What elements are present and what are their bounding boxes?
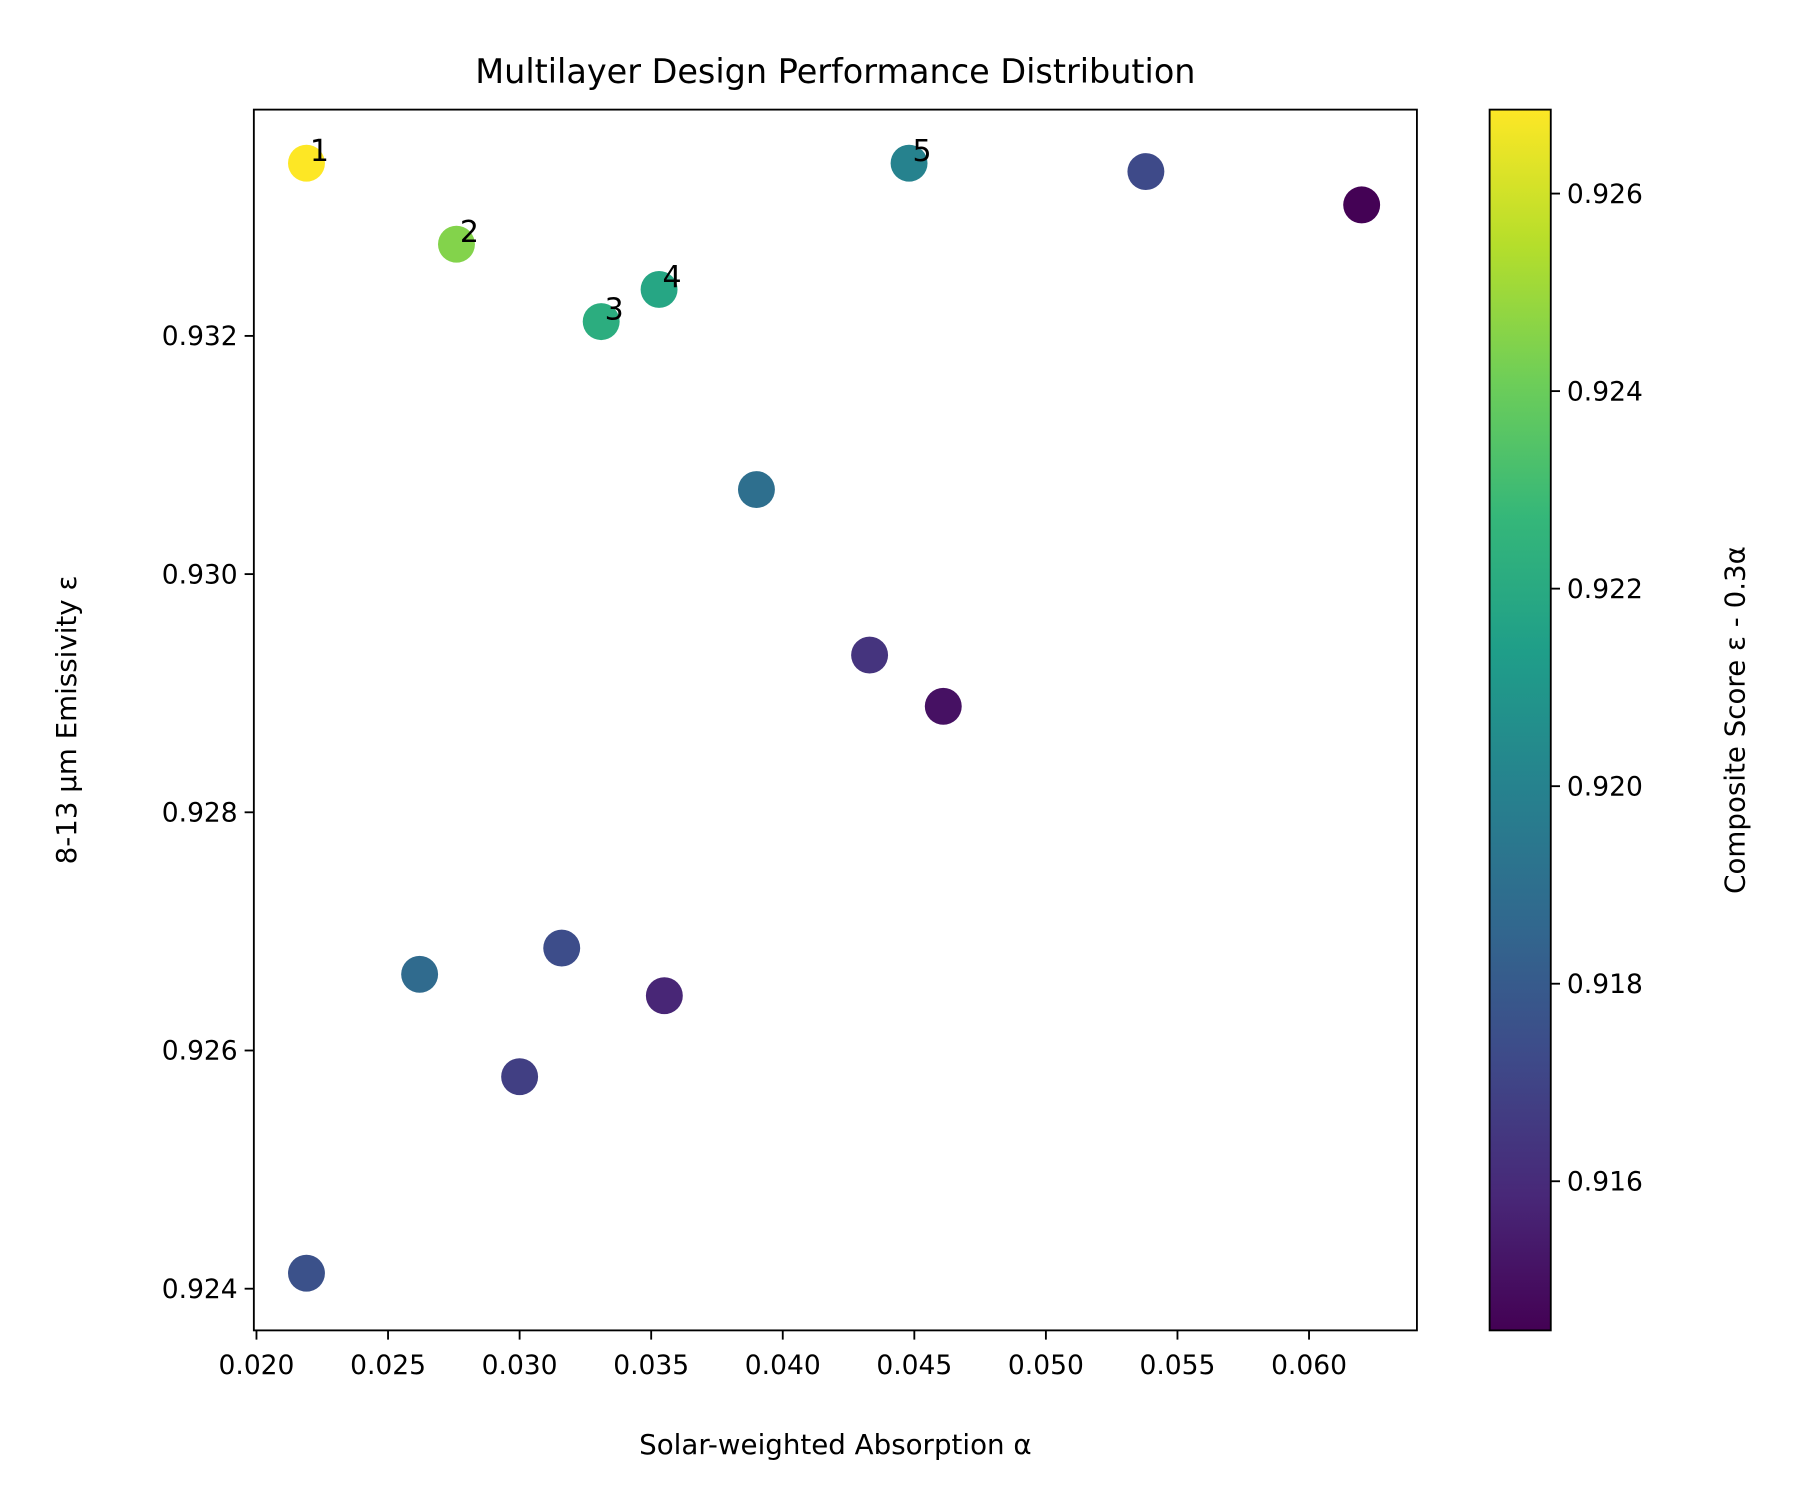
data-point: [401, 955, 439, 993]
data-point: [737, 471, 775, 509]
y-tick-label: 0.930: [162, 559, 238, 590]
x-tick-label: 0.035: [613, 1350, 689, 1381]
y-axis: 0.924 0.926 0.928 0.930 0.932: [162, 321, 254, 1305]
points-layer: 1 2 3 4 5: [288, 134, 1381, 1292]
data-point: [288, 1254, 325, 1292]
x-tick-label: 0.045: [876, 1350, 952, 1381]
colorbar-tick-label: 0.922: [1567, 574, 1643, 605]
colorbar-label: Composite Score ε - 0.3α: [1719, 546, 1752, 894]
point-label: 5: [913, 134, 932, 169]
data-point: [543, 929, 581, 967]
data-point: [582, 303, 620, 341]
x-tick-label: 0.040: [745, 1350, 821, 1381]
x-tick-label: 0.025: [350, 1350, 426, 1381]
x-tick-label: 0.050: [1008, 1350, 1084, 1381]
y-tick-label: 0.924: [162, 1274, 238, 1305]
x-tick-label: 0.055: [1140, 1350, 1216, 1381]
chart-title: Multilayer Design Performance Distributi…: [475, 52, 1195, 91]
data-point: [288, 144, 325, 182]
colorbar-tick-label: 0.916: [1567, 1166, 1643, 1197]
colorbar-tick-label: 0.926: [1567, 179, 1643, 210]
data-point: [924, 687, 962, 725]
data-point: [851, 636, 889, 674]
data-point: [890, 144, 928, 182]
colorbar: [1488, 108, 1552, 1332]
y-axis-label: 8-13 µm Emissivity ε: [50, 576, 83, 865]
x-tick-label: 0.030: [482, 1350, 558, 1381]
colorbar-tick-label: 0.924: [1567, 376, 1643, 407]
point-label: 1: [310, 134, 329, 169]
x-tick-label: 0.060: [1271, 1350, 1347, 1381]
colorbar-axis: 0.916 0.918 0.920 0.922 0.924 0.926: [1550, 179, 1643, 1197]
point-label: 3: [605, 292, 624, 327]
y-tick-label: 0.928: [162, 798, 238, 829]
data-point: [640, 270, 678, 308]
data-point: [1343, 186, 1381, 224]
y-tick-label: 0.932: [162, 321, 238, 352]
x-axis-label: Solar-weighted Absorption α: [639, 1428, 1031, 1461]
data-point: [438, 225, 475, 263]
x-tick-label: 0.020: [219, 1350, 295, 1381]
x-axis: 0.020 0.025 0.030 0.035 0.040 0.045 0.050 0.055…: [219, 1330, 1347, 1381]
point-label: 4: [663, 260, 682, 295]
y-tick-label: 0.926: [162, 1036, 238, 1067]
colorbar-tick-label: 0.918: [1567, 969, 1643, 1000]
plot-frame: [252, 108, 1418, 1332]
data-point: [501, 1058, 539, 1096]
point-label: 2: [460, 215, 479, 250]
data-point: [645, 977, 683, 1015]
colorbar-tick-label: 0.920: [1567, 771, 1643, 802]
data-point: [1127, 153, 1165, 191]
